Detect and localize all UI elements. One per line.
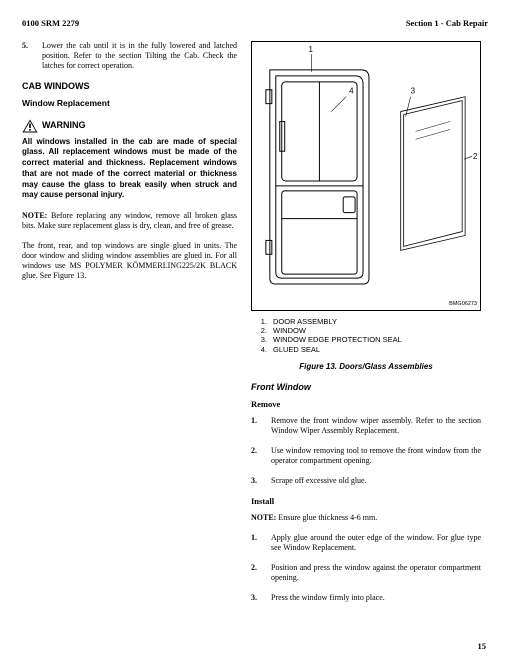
figure-caption: Figure 13. Doors/Glass Assemblies: [251, 362, 481, 372]
callout-2: 2.WINDOW: [257, 326, 481, 335]
warning-label: WARNING: [42, 120, 86, 131]
content-columns: 5. Lower the cab until it is in the full…: [22, 41, 488, 613]
step-5: 5. Lower the cab until it is in the full…: [22, 41, 237, 71]
heading-window-replacement: Window Replacement: [22, 98, 237, 109]
header-left: 0100 SRM 2279: [22, 18, 79, 29]
install-note-label: NOTE:: [251, 513, 276, 522]
callout-4: 4.GLUED SEAL: [257, 345, 481, 354]
install-note-body: Ensure glue thickness 4-6 mm.: [276, 513, 377, 522]
install-step-3: 3. Press the window firmly into place.: [251, 593, 481, 603]
page-number: 15: [478, 641, 487, 652]
install-note: NOTE: Ensure glue thickness 4-6 mm.: [251, 513, 481, 523]
remove-step-3: 3. Scrape off excessive old glue.: [251, 476, 481, 486]
figure-label-3: 3: [411, 86, 416, 95]
figure-callouts: 1.DOOR ASSEMBLY 2.WINDOW 3.WINDOW EDGE P…: [257, 317, 481, 355]
figure-svg: 1 4 3 2: [252, 42, 480, 310]
right-column: 1 4 3 2 BMG06273 1.DOOR ASSEMBLY 2.WINDO…: [251, 41, 481, 613]
paragraph-glue: The front, rear, and top windows are sin…: [22, 241, 237, 281]
warning-header: WARNING: [22, 119, 237, 133]
heading-remove: Remove: [251, 399, 481, 410]
header-right: Section 1 - Cab Repair: [406, 18, 488, 29]
page-header: 0100 SRM 2279 Section 1 - Cab Repair: [22, 18, 488, 29]
note-label: NOTE:: [22, 211, 47, 220]
heading-install: Install: [251, 496, 481, 507]
remove-step-2: 2. Use window removing tool to remove th…: [251, 446, 481, 466]
warning-icon: [22, 119, 38, 133]
warning-body: All windows installed in the cab are mad…: [22, 137, 237, 202]
install-step-1: 1. Apply glue around the outer edge of t…: [251, 533, 481, 553]
figure-label-4: 4: [349, 86, 354, 95]
callout-1: 1.DOOR ASSEMBLY: [257, 317, 481, 326]
step-text: Lower the cab until it is in the fully l…: [42, 41, 237, 71]
step-num: 5.: [22, 41, 34, 71]
heading-cab-windows: CAB WINDOWS: [22, 81, 237, 92]
figure-bmg-code: BMG06273: [449, 301, 477, 308]
note-body: Before replacing any window, remove all …: [22, 211, 237, 230]
left-column: 5. Lower the cab until it is in the full…: [22, 41, 237, 613]
remove-step-1: 1. Remove the front window wiper assembl…: [251, 416, 481, 436]
note-block: NOTE: Before replacing any window, remov…: [22, 211, 237, 231]
figure-13: 1 4 3 2 BMG06273: [251, 41, 481, 311]
heading-front-window: Front Window: [251, 382, 481, 393]
callout-3: 3.WINDOW EDGE PROTECTION SEAL: [257, 335, 481, 344]
figure-label-1: 1: [309, 45, 314, 54]
figure-label-2: 2: [473, 152, 477, 161]
install-step-2: 2. Position and press the window against…: [251, 563, 481, 583]
